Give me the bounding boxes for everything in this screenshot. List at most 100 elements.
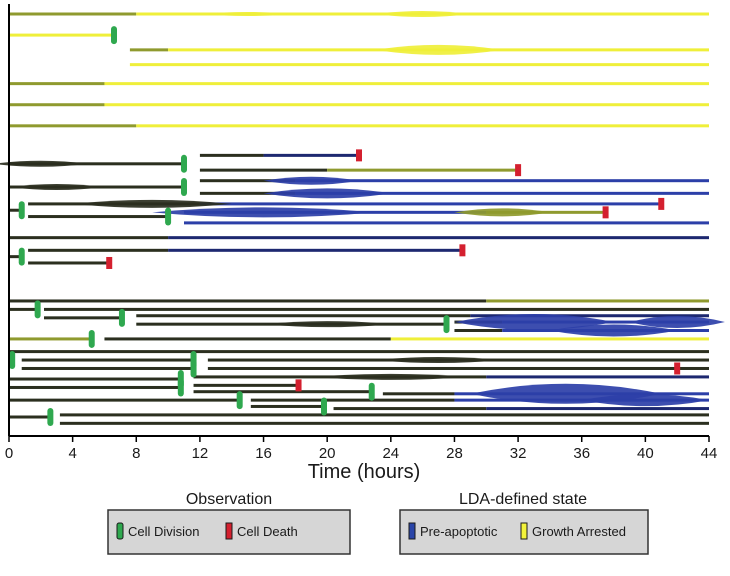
track-segment — [9, 398, 240, 402]
x-tick-label: 8 — [132, 445, 140, 462]
lineage-track — [21, 366, 194, 370]
track-segment — [9, 124, 137, 128]
track-segment — [44, 316, 122, 320]
track-segment — [470, 314, 709, 318]
lineage-track — [9, 307, 38, 311]
cell-division-marker — [118, 308, 125, 327]
track-segment — [184, 221, 709, 225]
x-tick-label: 0 — [5, 445, 13, 462]
track-bulge — [0, 160, 89, 167]
track-segment — [9, 255, 22, 259]
lineage-track — [9, 377, 181, 381]
track-segment — [327, 168, 519, 172]
x-tick-label: 32 — [510, 445, 527, 462]
lineage-track — [193, 383, 299, 387]
track-segment — [486, 299, 709, 303]
track-bulge — [263, 188, 391, 199]
lineage-track — [333, 407, 709, 411]
track-segment — [199, 202, 662, 206]
lineage-track — [129, 63, 710, 67]
track-segment — [28, 215, 169, 219]
axes — [8, 4, 709, 437]
track-segment — [9, 103, 105, 107]
cell-division-marker — [88, 329, 95, 348]
track-segment — [9, 208, 22, 212]
track-segment — [199, 153, 264, 157]
track-segment — [9, 350, 709, 354]
track-segment — [9, 12, 137, 16]
lineage-track — [9, 184, 184, 191]
x-tick-label: 40 — [637, 445, 654, 462]
cell-division-marker — [47, 408, 54, 427]
cell-division-marker — [368, 382, 375, 401]
track-segment — [21, 366, 194, 370]
track-segment — [9, 299, 487, 303]
track-segment — [9, 307, 38, 311]
lineage-track — [207, 366, 709, 370]
lineage-track — [9, 236, 709, 240]
lineage-track — [28, 261, 110, 265]
cell-division-marker — [18, 247, 25, 266]
lineage-track — [193, 373, 709, 380]
lineage-track — [9, 11, 710, 17]
lineage-track — [136, 321, 447, 328]
track-segment — [250, 398, 455, 402]
track-bulge — [263, 176, 359, 185]
lineage-track — [9, 103, 710, 107]
track-segment — [454, 329, 503, 332]
cell-division-marker — [34, 300, 41, 319]
track-segment — [333, 407, 487, 411]
cell-death-marker — [515, 164, 522, 177]
cell-division-marker — [236, 391, 243, 410]
track-bulge — [374, 357, 503, 364]
track-segment — [44, 307, 709, 311]
track-segment — [104, 82, 710, 86]
cell-division-marker — [181, 154, 187, 173]
track-segment — [9, 33, 114, 37]
track-segment — [168, 248, 463, 252]
x-tick-label: 28 — [446, 445, 463, 462]
track-segment — [9, 385, 181, 389]
cell-division-marker — [18, 201, 25, 220]
lineage-track — [250, 404, 324, 408]
lineage-track — [104, 337, 709, 341]
lineage-track — [199, 176, 709, 185]
track-segment — [9, 82, 105, 86]
legend-label-cell-division: Cell Division — [128, 524, 200, 539]
track-segment — [104, 337, 391, 341]
cell-division-marker — [443, 315, 450, 334]
lineage-track — [129, 44, 709, 55]
track-segment — [486, 375, 709, 379]
lineage-track — [9, 124, 710, 128]
x-tick-label: 20 — [319, 445, 336, 462]
track-segment — [295, 179, 709, 183]
lineage-track — [9, 415, 51, 419]
lineage-track — [9, 299, 709, 303]
x-tick-label: 24 — [382, 445, 399, 462]
track-segment — [9, 236, 169, 240]
cell-division-marker — [181, 178, 187, 197]
cell-division-marker — [9, 351, 16, 370]
track-segment — [59, 413, 709, 417]
track-segment — [486, 407, 709, 411]
track-segment — [199, 179, 296, 183]
track-bulge — [549, 324, 678, 337]
track-bulge — [374, 44, 503, 55]
legend-swatch-cell-death — [225, 522, 233, 540]
lineage-track — [199, 168, 519, 172]
track-segment — [21, 358, 194, 362]
lineage-track — [9, 255, 22, 259]
lineage-track — [9, 350, 709, 354]
track-segment — [168, 236, 709, 240]
legend-observation: Observation Cell Division Cell Death — [107, 491, 351, 555]
lineage-track — [0, 160, 184, 167]
track-segment — [129, 48, 169, 52]
track-layer — [0, 11, 725, 425]
lineage-track — [59, 421, 709, 425]
track-segment — [9, 377, 181, 381]
lineage-track — [9, 33, 114, 37]
legend-title-observation: Observation — [186, 491, 272, 508]
track-segment — [199, 168, 328, 172]
lineage-track — [250, 394, 709, 407]
